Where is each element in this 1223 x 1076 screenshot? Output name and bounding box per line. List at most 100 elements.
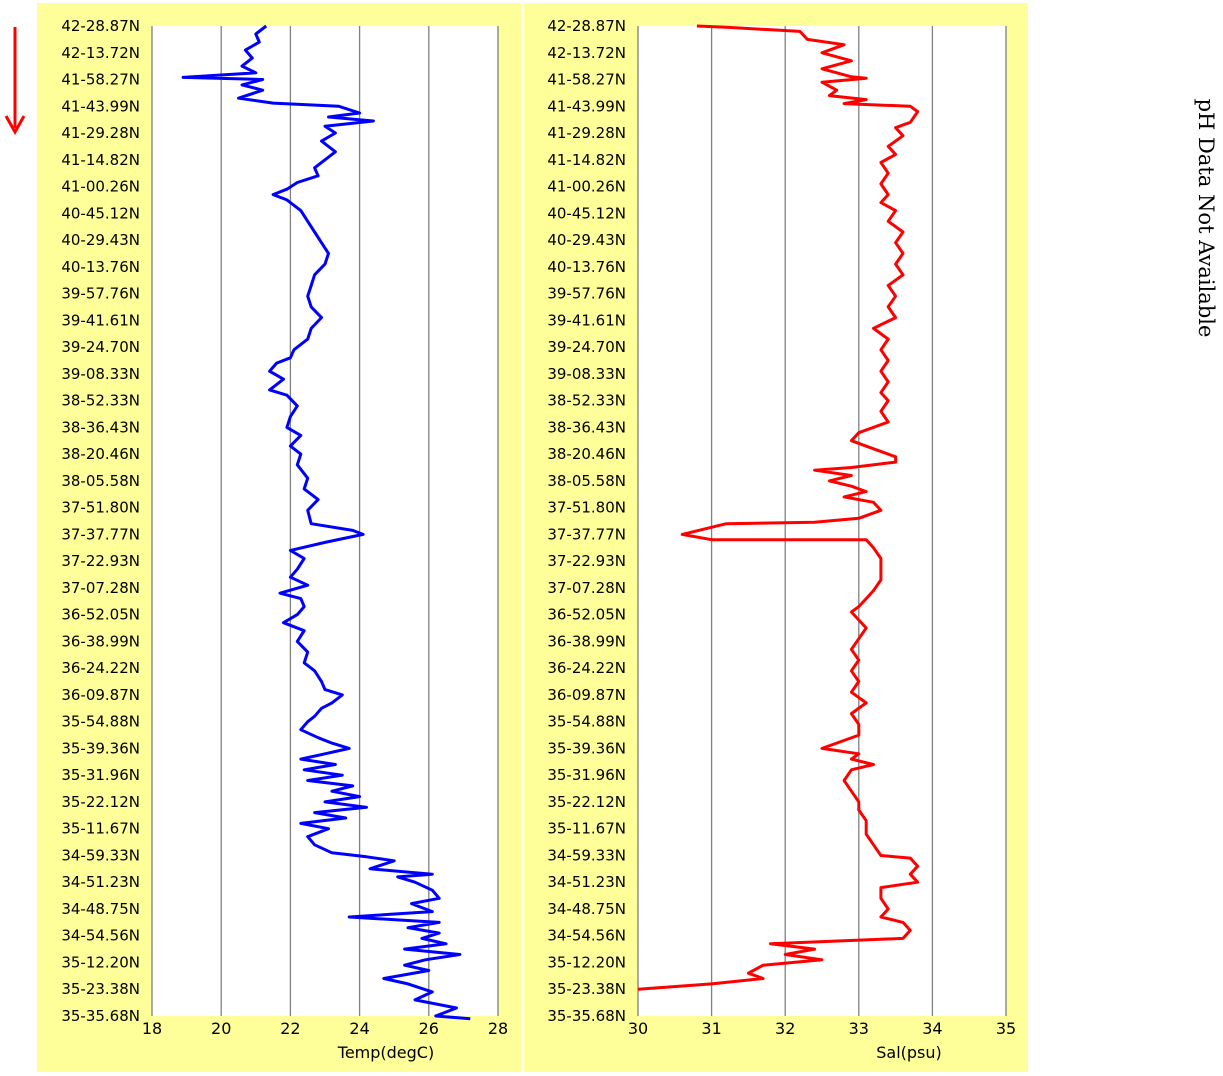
- temp-x-tick-label: 26: [419, 1019, 439, 1038]
- temp-y-tick-label: 39-57.76N: [61, 285, 140, 303]
- ph-unavailable-note: pH Data Not Available: [1194, 99, 1218, 338]
- sal-y-tick-label: 35-12.20N: [547, 953, 626, 971]
- temp-y-tick-label: 40-29.43N: [61, 231, 140, 249]
- sal-series: [637, 24, 920, 991]
- sal-y-tick-labels: 42-28.87N 42-13.72N 41-58.27N 41-43.99N 41-2…: [547, 17, 626, 1025]
- sal-x-tick-label: 30: [628, 1019, 648, 1038]
- sal-y-tick-label: 35-39.36N: [547, 739, 626, 757]
- sal-y-tick-label: 41-29.28N: [547, 124, 626, 142]
- temp-y-tick-label: 36-38.99N: [61, 632, 140, 650]
- sal-y-tick-label: 41-00.26N: [547, 178, 626, 196]
- sal-y-tick-label: 41-43.99N: [547, 97, 626, 115]
- sal-y-tick-label: 39-57.76N: [547, 285, 626, 303]
- sal-x-tick-label: 32: [775, 1019, 795, 1038]
- temp-y-tick-label: 41-43.99N: [61, 97, 140, 115]
- temp-y-tick-label: 37-51.80N: [61, 499, 140, 517]
- sal-y-tick-label: 39-08.33N: [547, 365, 626, 383]
- sal-y-tick-label: 39-24.70N: [547, 338, 626, 356]
- sal-y-tick-label: 35-31.96N: [547, 766, 626, 784]
- sal-y-tick-label: 36-52.05N: [547, 606, 626, 624]
- temp-y-tick-label: 36-24.22N: [61, 659, 140, 677]
- sal-x-tick-label: 35: [996, 1019, 1016, 1038]
- sal-y-tick-label: 38-05.58N: [547, 472, 626, 490]
- temp-y-tick-label: 36-09.87N: [61, 686, 140, 704]
- sal-y-tick-label: 34-54.56N: [547, 927, 626, 945]
- sal-y-tick-label: 36-24.22N: [547, 659, 626, 677]
- temp-y-tick-label: 37-07.28N: [61, 579, 140, 597]
- temp-y-tick-label: 42-13.72N: [61, 44, 140, 62]
- temp-y-tick-label: 35-39.36N: [61, 739, 140, 757]
- temp-x-tick-labels: 18 20 22 24 26 28: [142, 1019, 508, 1038]
- temp-x-tick-label: 18: [142, 1019, 162, 1038]
- sal-gridlines: [637, 26, 1007, 1016]
- sal-y-tick-label: 42-28.87N: [547, 17, 626, 35]
- temp-x-tick-label: 28: [488, 1019, 508, 1038]
- temp-y-tick-label: 35-22.12N: [61, 793, 140, 811]
- temp-y-tick-label: 41-58.27N: [61, 71, 140, 89]
- sal-x-tick-label: 34: [922, 1019, 942, 1038]
- temp-y-tick-label: 35-23.38N: [61, 980, 140, 998]
- sal-y-tick-label: 38-52.33N: [547, 392, 626, 410]
- sal-y-tick-label: 35-54.88N: [547, 713, 626, 731]
- temp-x-tick-label: 20: [211, 1019, 231, 1038]
- temp-y-tick-label: 38-36.43N: [61, 418, 140, 436]
- temp-y-tick-label: 34-59.33N: [61, 846, 140, 864]
- sal-y-tick-label: 35-23.38N: [547, 980, 626, 998]
- temp-y-tick-label: 35-54.88N: [61, 713, 140, 731]
- temp-y-tick-labels: 42-28.87N 42-13.72N 41-58.27N 41-43.99N 41-2…: [61, 17, 140, 1025]
- temp-x-axis-label: Temp(degC): [337, 1043, 434, 1062]
- sal-y-tick-label: 36-09.87N: [547, 686, 626, 704]
- temp-y-tick-label: 34-54.56N: [61, 927, 140, 945]
- temp-y-tick-label: 35-11.67N: [61, 820, 140, 838]
- sal-x-tick-label: 31: [701, 1019, 721, 1038]
- temp-y-tick-label: 35-31.96N: [61, 766, 140, 784]
- temp-y-tick-label: 37-37.77N: [61, 525, 140, 543]
- temp-series: [181, 24, 471, 1021]
- temp-y-tick-label: 39-41.61N: [61, 311, 140, 329]
- sal-y-tick-label: 35-11.67N: [547, 820, 626, 838]
- sal-y-tick-label: 40-45.12N: [547, 204, 626, 222]
- temp-y-tick-label: 34-48.75N: [61, 900, 140, 918]
- sal-y-tick-label: 41-14.82N: [547, 151, 626, 169]
- sal-y-tick-label: 37-07.28N: [547, 579, 626, 597]
- sal-y-tick-label: 41-58.27N: [547, 71, 626, 89]
- sal-y-tick-label: 37-51.80N: [547, 499, 626, 517]
- sal-y-tick-label: 37-37.77N: [547, 525, 626, 543]
- sal-y-tick-label: 39-41.61N: [547, 311, 626, 329]
- temp-series-line: [181, 24, 471, 1021]
- temp-x-tick-label: 24: [349, 1019, 369, 1038]
- temp-y-tick-label: 38-05.58N: [61, 472, 140, 490]
- temp-y-tick-label: 40-13.76N: [61, 258, 140, 276]
- sal-y-tick-label: 38-20.46N: [547, 445, 626, 463]
- sal-y-tick-label: 40-13.76N: [547, 258, 626, 276]
- sal-series-line: [637, 24, 920, 991]
- temp-y-tick-label: 34-51.23N: [61, 873, 140, 891]
- sal-x-tick-label: 33: [849, 1019, 869, 1038]
- sal-y-tick-label: 35-22.12N: [547, 793, 626, 811]
- temp-y-tick-label: 42-28.87N: [61, 17, 140, 35]
- sal-x-axis-label: Sal(psu): [876, 1043, 942, 1062]
- temp-plot-area: [152, 26, 498, 1016]
- temp-y-tick-label: 41-29.28N: [61, 124, 140, 142]
- sal-y-tick-label: 34-48.75N: [547, 900, 626, 918]
- sal-y-tick-label: 36-38.99N: [547, 632, 626, 650]
- temp-x-tick-label: 22: [280, 1019, 300, 1038]
- temp-y-tick-label: 41-14.82N: [61, 151, 140, 169]
- sal-y-tick-label: 34-51.23N: [547, 873, 626, 891]
- arrow-down-icon: [4, 27, 26, 136]
- temp-y-tick-label: 41-00.26N: [61, 178, 140, 196]
- temp-y-tick-label: 38-20.46N: [61, 445, 140, 463]
- temp-y-tick-label: 37-22.93N: [61, 552, 140, 570]
- temp-y-tick-label: 35-35.68N: [61, 1007, 140, 1025]
- temp-y-tick-label: 38-52.33N: [61, 392, 140, 410]
- sal-y-tick-label: 34-59.33N: [547, 846, 626, 864]
- sal-y-tick-label: 37-22.93N: [547, 552, 626, 570]
- sal-y-tick-label: 35-35.68N: [547, 1007, 626, 1025]
- temp-y-tick-label: 40-45.12N: [61, 204, 140, 222]
- temp-gridlines: [151, 26, 499, 1016]
- temp-y-tick-label: 39-08.33N: [61, 365, 140, 383]
- temp-y-tick-label: 35-12.20N: [61, 953, 140, 971]
- temp-y-tick-label: 36-52.05N: [61, 606, 140, 624]
- sal-y-tick-label: 42-13.72N: [547, 44, 626, 62]
